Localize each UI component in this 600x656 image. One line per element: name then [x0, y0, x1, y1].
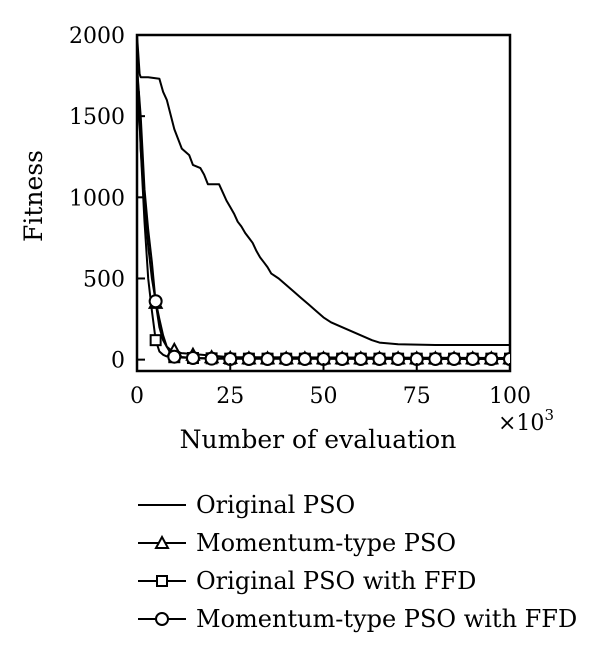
y-tick-label: 1000 — [69, 186, 125, 211]
x-axis-label: Number of evaluation — [180, 425, 457, 454]
series-4-point — [391, 351, 406, 366]
series-layer — [137, 35, 510, 366]
series-4-point — [279, 351, 294, 366]
series-4-point — [260, 351, 275, 366]
y-tick-label: 500 — [83, 267, 125, 292]
series-4-point — [167, 349, 182, 364]
series-4-point — [353, 351, 368, 366]
series-line-4 — [137, 59, 510, 360]
x-tick-label: 0 — [130, 384, 144, 409]
y-tick-label: 0 — [111, 349, 125, 374]
series-4-point — [241, 351, 256, 366]
y-tick-label: 1500 — [69, 105, 125, 130]
series-4-point — [185, 351, 200, 366]
x-axis-multiplier-base: ×10 — [498, 411, 544, 436]
legend-label-2: Momentum-type PSO — [196, 529, 456, 557]
series-4-point — [372, 351, 387, 366]
series-4-point — [503, 351, 510, 366]
x-tick-label: 75 — [403, 384, 431, 409]
legend: Original PSO Momentum-type PSO Original PS… — [138, 491, 577, 633]
y-tick-label: 2000 — [69, 24, 125, 49]
legend-marker-3 — [156, 575, 168, 587]
legend-label-1: Original PSO — [196, 491, 355, 519]
series-4-point — [148, 294, 163, 309]
series-4-point — [465, 351, 480, 366]
plot-area — [135, 33, 512, 373]
y-axis-label: Fitness — [19, 150, 48, 242]
x-tick-label: 25 — [216, 384, 244, 409]
x-tick-label: 50 — [310, 384, 338, 409]
series-line-3 — [137, 90, 510, 360]
series-4-point — [204, 351, 219, 366]
legend-label-4: Momentum-type PSO with FFD — [196, 605, 577, 633]
series-4-point — [428, 351, 443, 366]
series-line-2 — [137, 67, 510, 359]
series-4-point — [335, 351, 350, 366]
series-3-point — [149, 334, 162, 347]
axis-ticks: 0 500 1000 1500 2000 0 25 50 75 100 — [69, 24, 531, 409]
plot-frame — [135, 33, 512, 373]
series-4-point — [484, 351, 499, 366]
legend-label-3: Original PSO with FFD — [196, 567, 476, 595]
series-line-1 — [137, 35, 510, 346]
series-4-point — [447, 351, 462, 366]
x-tick-label: 100 — [489, 384, 531, 409]
legend-marker-2 — [154, 534, 170, 549]
x-axis-multiplier: ×103 — [498, 406, 554, 436]
x-axis-multiplier-exponent: 3 — [544, 406, 554, 424]
legend-marker-4 — [155, 612, 169, 626]
series-4-point — [297, 351, 312, 366]
